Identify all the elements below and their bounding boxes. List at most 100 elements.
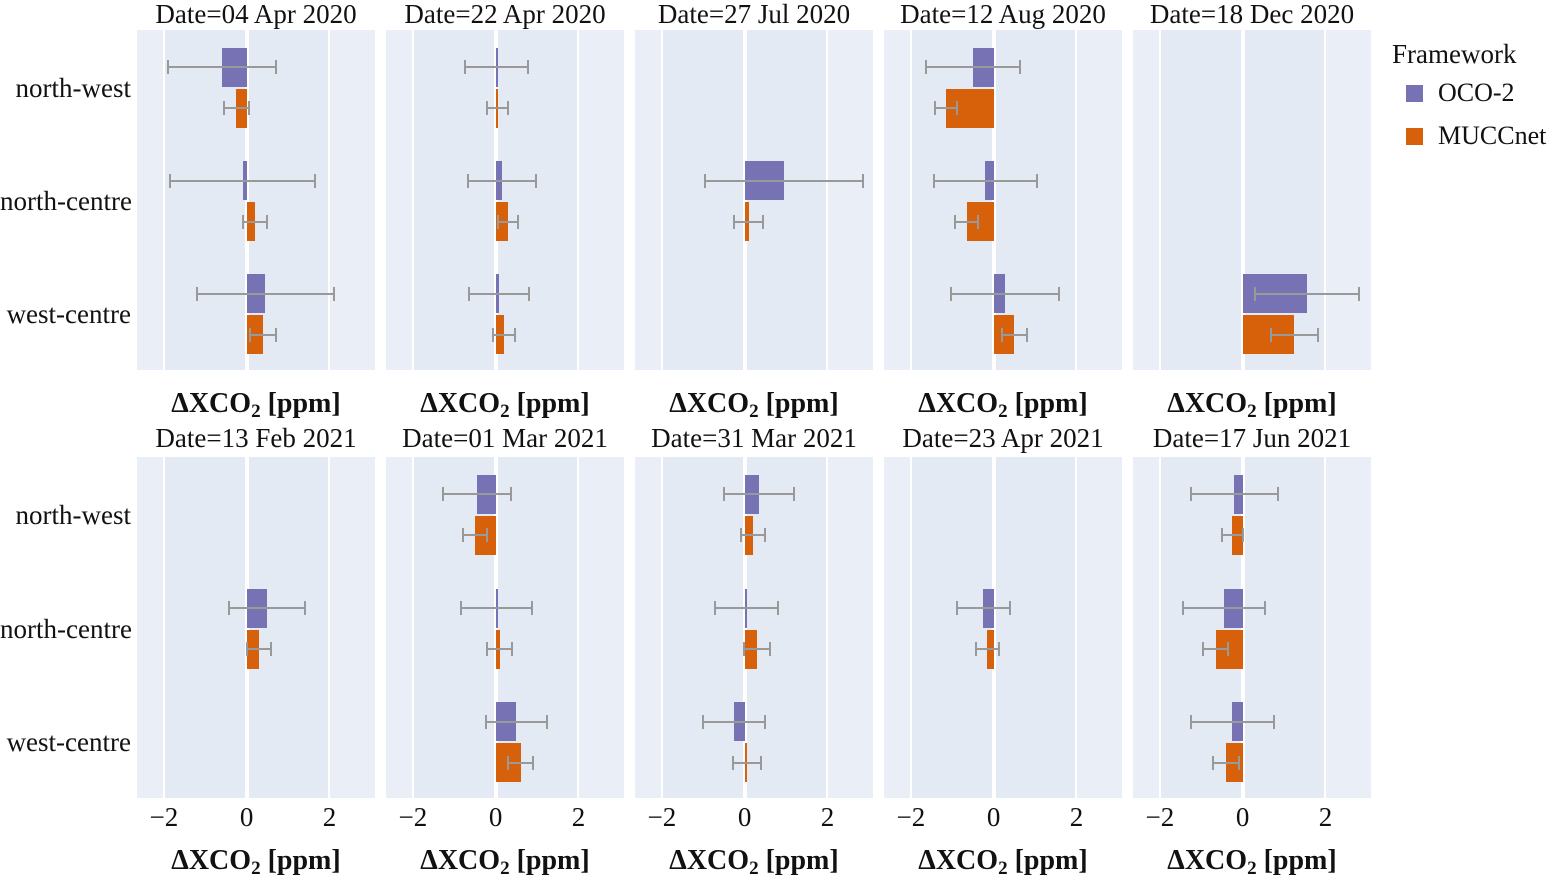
x-tick-label: −2	[1145, 802, 1175, 832]
error-bar-cap	[1220, 528, 1223, 543]
error-bar-cap	[510, 487, 513, 502]
x-tick-label: −2	[647, 802, 677, 832]
gridline	[1158, 457, 1161, 798]
y-axis-label: north-west	[15, 499, 131, 530]
muccnet-swatch-icon	[1406, 127, 1423, 145]
error-bar	[951, 292, 1059, 295]
error-bar-cap	[956, 101, 959, 116]
x-tick-label: 2	[1069, 802, 1084, 832]
error-bar-cap	[1181, 601, 1184, 616]
legend-item-oco2[interactable]: OCO-2	[1392, 78, 1560, 108]
x-axis-title: ΔXCO2 [ppm]	[137, 845, 375, 878]
error-bar	[468, 292, 530, 295]
error-bar-cap	[526, 60, 529, 75]
error-bar	[229, 607, 306, 610]
facet-title: Date=04 Apr 2020	[155, 0, 357, 29]
x-tick-label: 0	[986, 802, 1001, 832]
gridline	[162, 30, 165, 370]
error-bar-cap	[1276, 487, 1279, 502]
error-bar	[243, 220, 267, 223]
gridline	[826, 30, 829, 370]
error-bar-cap	[491, 327, 494, 342]
error-bar-cap	[1008, 601, 1011, 616]
error-bar-cap	[270, 642, 273, 657]
outer-band-right	[1325, 457, 1371, 798]
outer-band-right	[827, 457, 873, 798]
error-bar-cap	[531, 755, 534, 770]
outer-band-left	[635, 30, 662, 370]
error-bar-cap	[1026, 327, 1029, 342]
x-axis-title-text: ΔXCO	[918, 845, 999, 876]
plot-area	[1133, 457, 1371, 798]
outer-band-right	[1325, 30, 1371, 370]
x-axis-title-text: 2	[1247, 400, 1257, 422]
error-bar-cap	[1212, 755, 1215, 770]
legend-item-muccnet[interactable]: MUCCnet	[1392, 121, 1560, 151]
x-axis-title-text: 2	[251, 400, 261, 422]
outer-band-right	[1076, 30, 1122, 370]
error-bar-cap	[950, 286, 953, 301]
error-bar-cap	[462, 528, 465, 543]
outer-band-right	[578, 30, 624, 370]
error-bar-cap	[313, 173, 316, 188]
x-axis-title-text: [ppm]	[758, 845, 839, 876]
error-bar	[1213, 761, 1239, 764]
error-bar-cap	[704, 173, 707, 188]
error-bar-cap	[1057, 286, 1060, 301]
y-axis-label: west-centre	[6, 299, 131, 330]
outer-band-right	[827, 30, 873, 370]
error-bar	[934, 107, 958, 110]
x-axis-title-text: [ppm]	[509, 845, 590, 876]
error-bar	[168, 66, 276, 69]
error-bar-cap	[497, 214, 500, 229]
gridline	[328, 30, 331, 370]
outer-band-left	[1133, 457, 1160, 798]
facet-title: Date=27 Jul 2020	[657, 0, 851, 29]
plot-area	[884, 30, 1122, 370]
outer-band-left	[1133, 30, 1160, 370]
error-bar-cap	[546, 714, 548, 729]
zero-gridline	[244, 30, 249, 370]
facet-title: Date=13 Feb 2021	[155, 423, 357, 453]
error-bar	[956, 607, 1010, 610]
error-bar	[1190, 493, 1278, 496]
error-bar-cap	[169, 173, 172, 188]
x-tick-label: 0	[1235, 802, 1250, 832]
error-bar-cap	[954, 214, 957, 229]
x-axis-title-text: 2	[500, 857, 510, 878]
x-axis-title-text: [ppm]	[260, 388, 341, 419]
gridline	[1324, 457, 1327, 798]
error-bar	[732, 761, 761, 764]
gridline	[577, 457, 580, 798]
error-bar	[1254, 292, 1359, 295]
x-tick-label: 2	[820, 802, 835, 832]
x-tick-label: −2	[149, 802, 179, 832]
error-bar	[740, 534, 765, 537]
error-bar-cap	[739, 528, 742, 543]
x-axis-title-text: 2	[749, 400, 759, 422]
x-axis-title-text: 2	[749, 857, 759, 878]
error-bar	[933, 179, 1038, 182]
error-bar-cap	[722, 487, 725, 502]
error-bar-cap	[764, 714, 767, 729]
x-axis-title-text: [ppm]	[1256, 845, 1337, 876]
error-bar-cap	[485, 101, 488, 116]
gridline	[162, 457, 165, 798]
error-bar-cap	[1270, 327, 1273, 342]
error-bar-cap	[762, 214, 765, 229]
oco2-swatch-icon	[1406, 84, 1423, 102]
error-bar	[1271, 333, 1318, 336]
error-bar-cap	[528, 286, 531, 301]
x-axis-title-text: ΔXCO	[669, 388, 750, 419]
plot-area	[386, 457, 624, 798]
facet-title: Date=01 Mar 2021	[402, 423, 608, 453]
y-axis-label: north-centre	[0, 613, 132, 644]
plot-area	[1133, 30, 1371, 370]
facet-title: Date=12 Aug 2020	[900, 0, 1106, 29]
error-bar	[223, 107, 249, 110]
outer-band-left	[137, 457, 164, 798]
outer-band-left	[884, 457, 911, 798]
x-axis-title-text: [ppm]	[509, 388, 590, 419]
error-bar-cap	[485, 528, 488, 543]
error-bar	[486, 107, 508, 110]
